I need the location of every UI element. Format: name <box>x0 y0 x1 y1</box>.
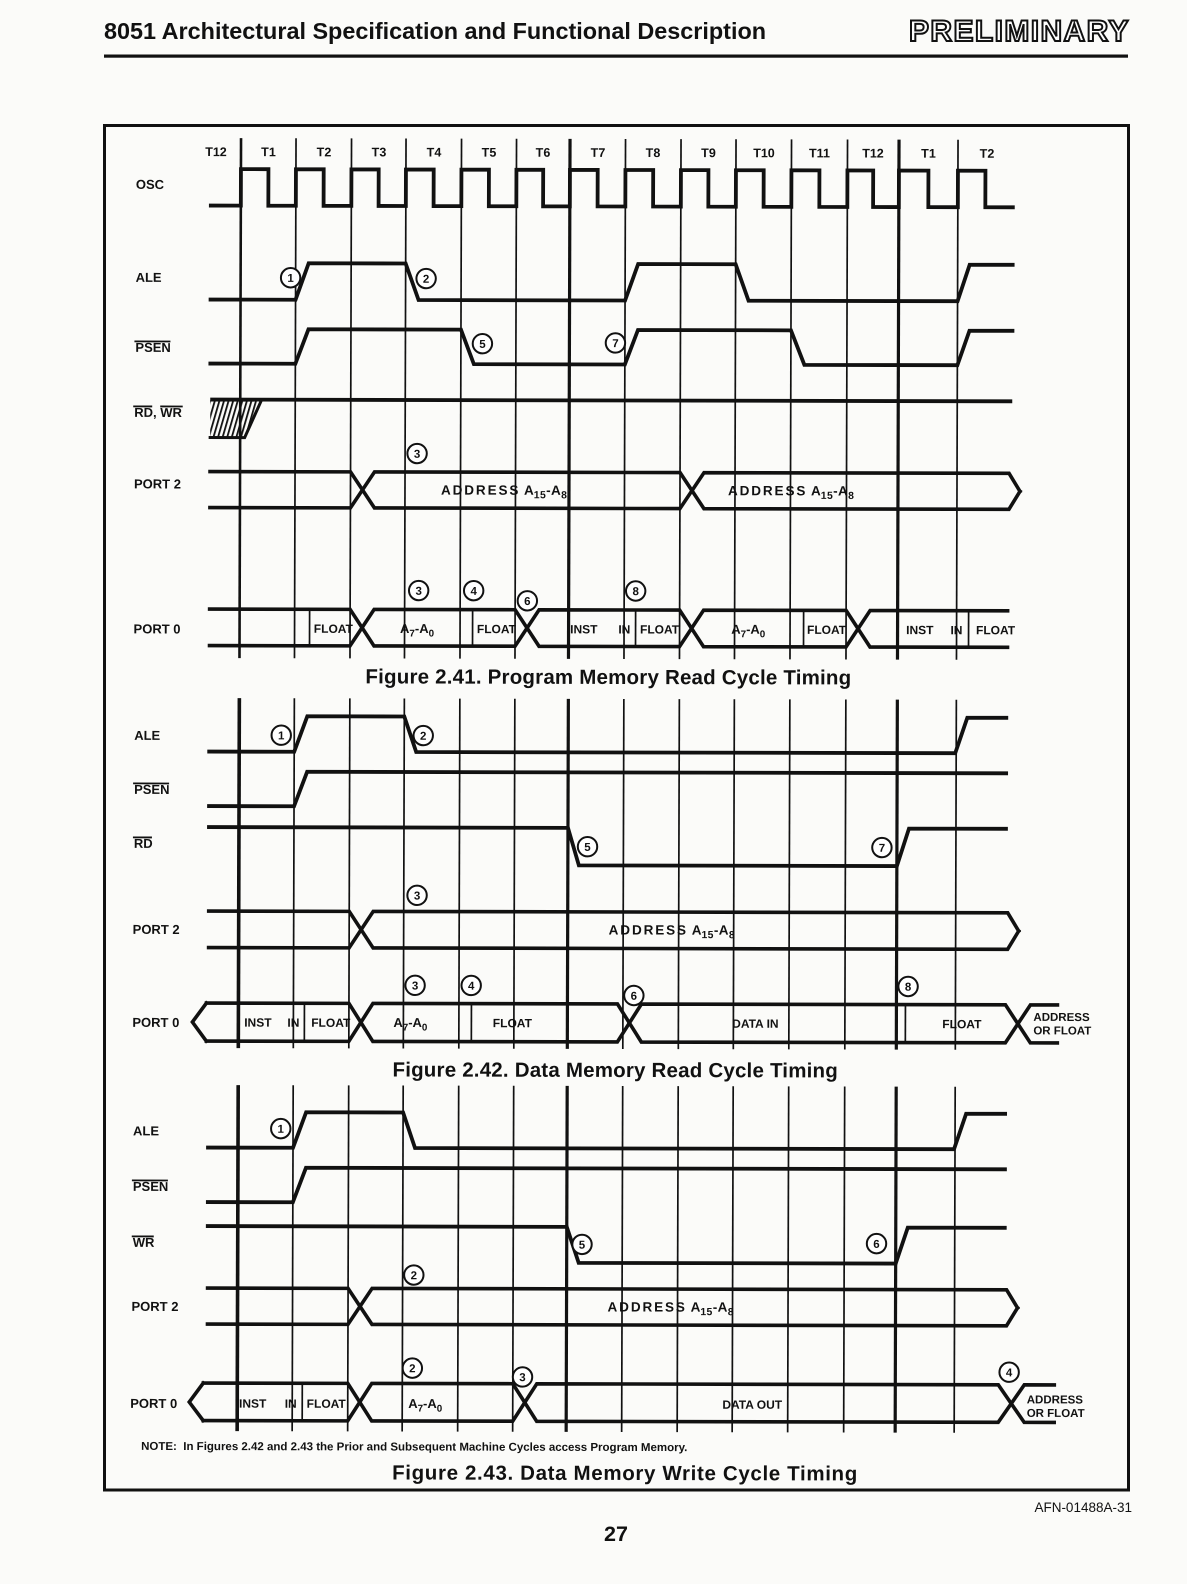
svg-text:PORT 0: PORT 0 <box>130 1396 177 1411</box>
svg-text:FLOAT: FLOAT <box>976 623 1016 637</box>
svg-text:OR FLOAT: OR FLOAT <box>1027 1408 1085 1420</box>
svg-text:T2: T2 <box>317 145 332 159</box>
svg-text:IN: IN <box>618 622 630 636</box>
svg-text:T7: T7 <box>591 146 606 160</box>
svg-text:DATA OUT: DATA OUT <box>722 1398 782 1412</box>
svg-text:ADDRESS A15-A8: ADDRESS A15-A8 <box>607 1299 733 1318</box>
svg-text:ALE: ALE <box>134 728 160 743</box>
svg-text:T12: T12 <box>205 145 227 159</box>
svg-text:IN: IN <box>287 1016 299 1030</box>
svg-text:INST: INST <box>906 623 934 637</box>
svg-text:3: 3 <box>414 449 420 461</box>
svg-text:T10: T10 <box>753 146 775 160</box>
svg-text:4: 4 <box>1006 1367 1013 1379</box>
svg-text:T8: T8 <box>646 146 661 160</box>
svg-text:DATA IN: DATA IN <box>732 1017 778 1031</box>
svg-text:6: 6 <box>873 1239 879 1251</box>
svg-text:FLOAT: FLOAT <box>493 1016 533 1030</box>
svg-text:NOTE: In Figures 2.42 and 2.4: NOTE: In Figures 2.42 and 2.43 the Prior… <box>141 1441 687 1454</box>
svg-text:INST: INST <box>239 1397 267 1411</box>
svg-text:5: 5 <box>584 842 591 854</box>
svg-text:ALE: ALE <box>133 1123 159 1138</box>
svg-text:5: 5 <box>479 339 486 351</box>
svg-text:4: 4 <box>470 586 477 598</box>
svg-text:Figure 2.41. Program Memory Re: Figure 2.41. Program Memory Read Cycle T… <box>365 665 851 689</box>
svg-text:RD, WR: RD, WR <box>134 405 182 420</box>
svg-text:FLOAT: FLOAT <box>640 623 680 637</box>
svg-text:Figure 2.42. Data Memory Read: Figure 2.42. Data Memory Read Cycle Timi… <box>392 1058 838 1082</box>
svg-text:4: 4 <box>468 981 475 993</box>
svg-text:1: 1 <box>278 730 285 742</box>
svg-text:PRELIMINARY: PRELIMINARY <box>909 15 1130 48</box>
svg-text:ADDRESS: ADDRESS <box>1027 1394 1084 1406</box>
svg-text:PSEN: PSEN <box>133 1179 168 1194</box>
svg-text:8: 8 <box>905 982 912 994</box>
svg-text:5: 5 <box>579 1240 586 1252</box>
svg-text:ADDRESS: ADDRESS <box>1033 1012 1090 1024</box>
svg-text:3: 3 <box>415 586 421 598</box>
svg-text:T2: T2 <box>980 147 995 161</box>
svg-text:ALE: ALE <box>136 270 162 285</box>
svg-text:T9: T9 <box>701 146 716 160</box>
svg-text:2: 2 <box>411 1270 417 1282</box>
svg-text:T1: T1 <box>261 145 276 159</box>
svg-text:FLOAT: FLOAT <box>477 622 517 636</box>
svg-text:FLOAT: FLOAT <box>314 622 354 636</box>
svg-text:A7-A0: A7-A0 <box>400 621 435 640</box>
svg-text:PSEN: PSEN <box>134 782 169 797</box>
svg-text:FLOAT: FLOAT <box>311 1016 351 1030</box>
svg-text:8051 Architectural Specificati: 8051 Architectural Specification and Fun… <box>104 18 766 44</box>
svg-text:T1: T1 <box>921 147 936 161</box>
svg-text:7: 7 <box>879 843 885 855</box>
svg-text:PORT 0: PORT 0 <box>134 621 181 636</box>
svg-text:FLOAT: FLOAT <box>307 1397 347 1411</box>
svg-text:WR: WR <box>133 1235 155 1250</box>
svg-text:A7-A0: A7-A0 <box>408 1396 443 1415</box>
svg-text:PSEN: PSEN <box>135 340 170 355</box>
svg-text:T6: T6 <box>536 146 551 160</box>
svg-text:INST: INST <box>244 1016 272 1030</box>
svg-text:T5: T5 <box>482 146 497 160</box>
svg-text:PORT 2: PORT 2 <box>132 1299 179 1314</box>
svg-text:A7-A0: A7-A0 <box>393 1015 428 1034</box>
svg-text:PORT 0: PORT 0 <box>132 1015 179 1030</box>
svg-text:FLOAT: FLOAT <box>942 1017 982 1031</box>
svg-text:T3: T3 <box>372 145 387 159</box>
svg-text:7: 7 <box>612 338 618 350</box>
svg-text:PORT 2: PORT 2 <box>134 476 181 491</box>
svg-text:3: 3 <box>414 891 420 903</box>
svg-text:RD: RD <box>134 836 153 851</box>
svg-text:2: 2 <box>420 731 426 743</box>
svg-text:ADDRESS A15-A8: ADDRESS A15-A8 <box>441 483 567 502</box>
svg-text:PORT 2: PORT 2 <box>133 922 180 937</box>
svg-text:OSC: OSC <box>136 177 165 192</box>
svg-text:OR FLOAT: OR FLOAT <box>1033 1025 1091 1037</box>
svg-text:27: 27 <box>604 1522 628 1546</box>
svg-text:1: 1 <box>278 1124 285 1136</box>
svg-text:AFN-01488A-31: AFN-01488A-31 <box>1034 1500 1132 1515</box>
svg-text:T4: T4 <box>427 146 442 160</box>
svg-text:IN: IN <box>285 1397 297 1411</box>
svg-text:ADDRESS A15-A8: ADDRESS A15-A8 <box>609 922 735 941</box>
svg-text:FLOAT: FLOAT <box>807 623 847 637</box>
svg-text:T12: T12 <box>862 146 884 160</box>
svg-text:2: 2 <box>423 274 429 286</box>
svg-text:IN: IN <box>950 623 962 637</box>
svg-text:3: 3 <box>519 1372 525 1384</box>
svg-text:Figure 2.43. Data Memory Write: Figure 2.43. Data Memory Write Cycle Tim… <box>392 1461 858 1485</box>
svg-text:ADDRESS A15-A8: ADDRESS A15-A8 <box>728 483 854 502</box>
svg-text:2: 2 <box>409 1363 415 1375</box>
svg-text:1: 1 <box>287 273 294 285</box>
svg-text:3: 3 <box>412 981 418 993</box>
svg-text:INST: INST <box>570 622 598 636</box>
svg-text:A7-A0: A7-A0 <box>731 622 766 641</box>
svg-text:6: 6 <box>631 991 637 1003</box>
svg-text:6: 6 <box>524 596 530 608</box>
svg-text:T11: T11 <box>809 146 830 160</box>
svg-text:8: 8 <box>632 586 639 598</box>
